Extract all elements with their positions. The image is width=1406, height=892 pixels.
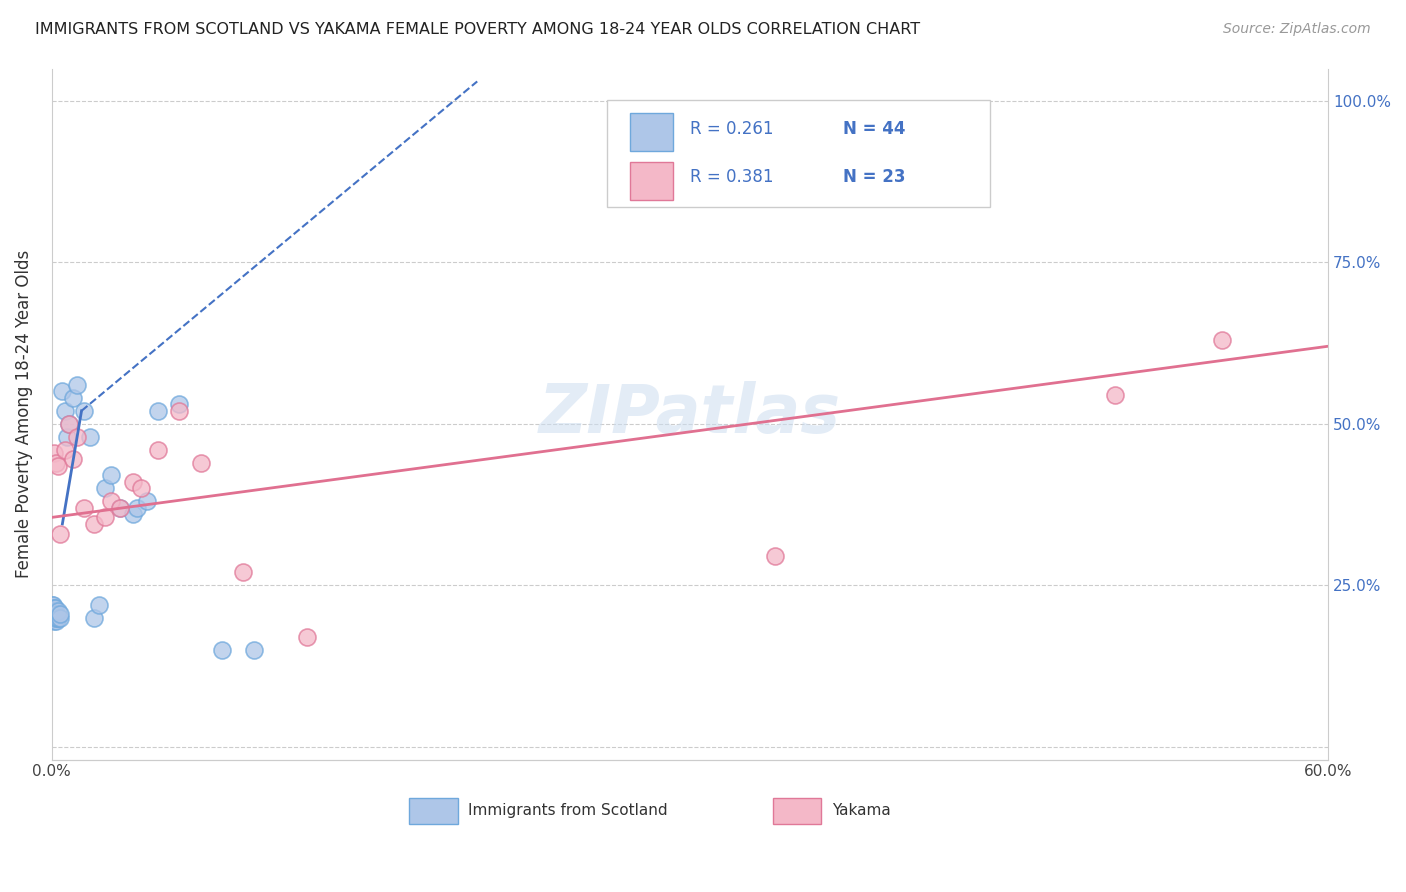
Point <box>66 378 89 392</box>
Point <box>46 604 69 618</box>
Text: Immigrants from Scotland: Immigrants from Scotland <box>468 803 668 818</box>
Point <box>44 604 66 618</box>
Point <box>49 526 72 541</box>
Point <box>121 507 143 521</box>
Point <box>45 614 67 628</box>
Point <box>58 417 80 431</box>
Bar <box>630 161 673 200</box>
Point <box>190 456 212 470</box>
Point <box>129 481 152 495</box>
Text: Yakama: Yakama <box>831 803 890 818</box>
Point <box>125 500 148 515</box>
Point <box>42 614 65 628</box>
Point <box>211 642 233 657</box>
Point <box>146 404 169 418</box>
Point <box>44 610 66 624</box>
Point <box>66 430 89 444</box>
Point <box>169 404 191 418</box>
Point <box>146 442 169 457</box>
Bar <box>630 113 673 152</box>
Point <box>108 500 131 515</box>
Point <box>100 468 122 483</box>
Point <box>45 607 67 622</box>
Text: N = 23: N = 23 <box>844 168 905 186</box>
Point <box>62 452 84 467</box>
Point <box>42 610 65 624</box>
Point <box>41 604 63 618</box>
Point <box>232 566 254 580</box>
Point <box>79 430 101 444</box>
Point <box>58 417 80 431</box>
Text: N = 44: N = 44 <box>844 120 905 137</box>
Point <box>243 642 266 657</box>
Point <box>94 510 117 524</box>
Point <box>51 384 73 399</box>
Point <box>53 404 76 418</box>
Point <box>763 549 786 563</box>
Point <box>45 610 67 624</box>
FancyBboxPatch shape <box>607 100 990 207</box>
Point <box>169 397 191 411</box>
Point <box>121 475 143 489</box>
Point <box>49 610 72 624</box>
Point <box>42 604 65 618</box>
Point <box>44 600 66 615</box>
Point <box>49 607 72 622</box>
Point <box>62 391 84 405</box>
Point <box>46 458 69 473</box>
Point <box>42 446 65 460</box>
Point <box>295 630 318 644</box>
Point <box>870 113 893 128</box>
Point <box>41 610 63 624</box>
Point <box>73 500 96 515</box>
Point <box>1211 333 1233 347</box>
Bar <box>409 797 457 824</box>
Point <box>42 600 65 615</box>
Text: IMMIGRANTS FROM SCOTLAND VS YAKAMA FEMALE POVERTY AMONG 18-24 YEAR OLDS CORRELAT: IMMIGRANTS FROM SCOTLAND VS YAKAMA FEMAL… <box>35 22 921 37</box>
Y-axis label: Female Poverty Among 18-24 Year Olds: Female Poverty Among 18-24 Year Olds <box>15 250 32 578</box>
Point <box>53 442 76 457</box>
Point <box>87 598 110 612</box>
Point <box>83 516 105 531</box>
Text: ZIPatlas: ZIPatlas <box>538 381 841 447</box>
Point <box>83 610 105 624</box>
Point <box>849 113 872 128</box>
Text: R = 0.261: R = 0.261 <box>690 120 773 137</box>
Point <box>42 607 65 622</box>
Point <box>42 610 65 624</box>
Point <box>42 610 65 624</box>
Point <box>73 404 96 418</box>
Point <box>42 598 65 612</box>
Point <box>42 604 65 618</box>
Point <box>108 500 131 515</box>
Point <box>100 494 122 508</box>
Point <box>46 610 69 624</box>
Bar <box>773 797 821 824</box>
Point <box>41 598 63 612</box>
Point <box>136 494 159 508</box>
Point <box>55 430 77 444</box>
Point <box>45 456 67 470</box>
Point <box>94 481 117 495</box>
Text: Source: ZipAtlas.com: Source: ZipAtlas.com <box>1223 22 1371 37</box>
Text: R = 0.381: R = 0.381 <box>690 168 773 186</box>
Point <box>1104 387 1126 401</box>
